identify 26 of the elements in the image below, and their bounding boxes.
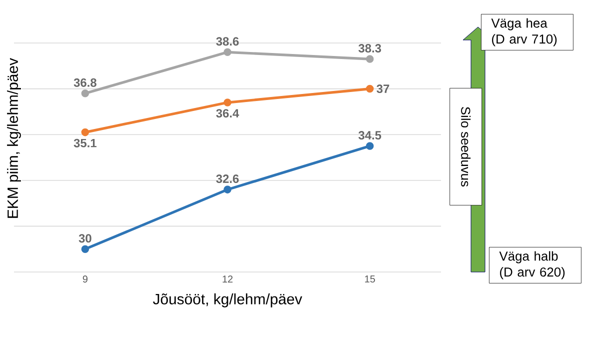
point [224, 98, 232, 106]
text: Väga hea (D arv 710) [491, 18, 557, 46]
x-tick-label: 15 [365, 276, 375, 282]
data-label: 32.6 [216, 174, 239, 184]
data-label: 38.3 [358, 44, 382, 53]
point [81, 89, 90, 98]
x-tick-label: 9 [82, 276, 88, 283]
point [224, 48, 232, 56]
point [81, 245, 90, 253]
x-axis-title: Jõusööt, kg/lehm/päev [152, 293, 302, 308]
data-label: 38.6 [216, 37, 239, 46]
point [366, 55, 374, 63]
y-axis-title: EKM piim, kg/lehm/päev [7, 58, 21, 218]
data-label: 37 [376, 84, 390, 94]
x-tick-label: 12 [222, 276, 233, 282]
data-label: 34.5 [358, 131, 382, 140]
text: Silo seeduvus [461, 106, 471, 187]
data-label: 30 [78, 234, 92, 243]
data-label: 36.4 [216, 109, 240, 118]
text: Väga halb (D arv 620) [499, 251, 565, 280]
point [224, 186, 232, 194]
data-label: 35.1 [74, 138, 96, 148]
point [366, 84, 374, 93]
point [366, 142, 374, 150]
data-label: 36.8 [74, 78, 96, 87]
point [81, 128, 90, 136]
